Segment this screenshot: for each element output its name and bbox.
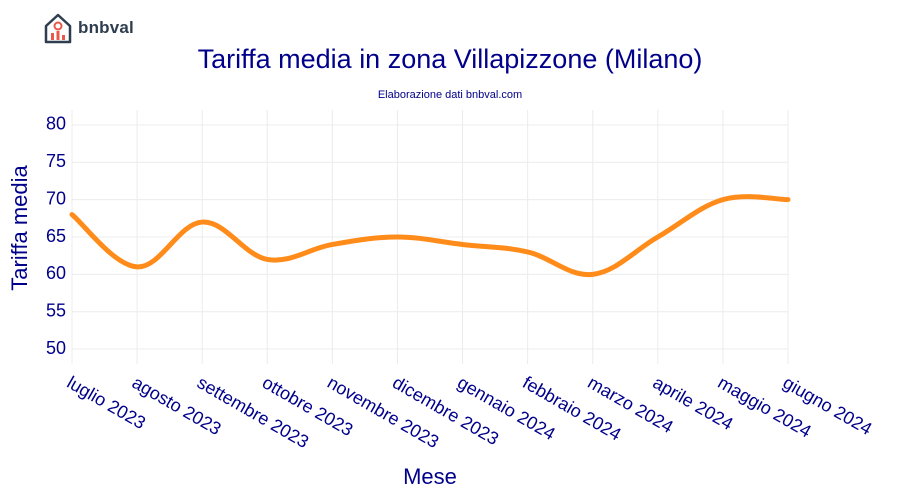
y-tick-label: 55 xyxy=(46,300,66,320)
y-tick-label: 80 xyxy=(46,114,66,134)
x-axis-title: Mese xyxy=(403,464,457,489)
y-tick-label: 50 xyxy=(46,338,66,358)
brand-logo: bnbval xyxy=(44,12,134,44)
y-tick-label: 65 xyxy=(46,226,66,246)
house-chart-icon xyxy=(44,13,72,44)
chart-title: Tariffa media in zona Villapizzone (Mila… xyxy=(197,44,703,74)
y-axis-title: Tariffa media xyxy=(7,164,32,290)
y-tick-label: 75 xyxy=(46,151,66,171)
y-axis-ticks: 50 55 60 65 70 75 80 xyxy=(46,114,66,358)
series-line xyxy=(69,194,791,277)
y-tick-label: 60 xyxy=(46,263,66,283)
x-tick-label: settembre 2023 xyxy=(194,372,312,452)
brand-name: bnbval xyxy=(78,18,134,37)
grid-lines xyxy=(71,110,789,364)
x-tick-label: novembre 2023 xyxy=(324,372,442,452)
chart-subtitle: Elaborazione dati bnbval.com xyxy=(377,89,523,101)
y-tick-label: 70 xyxy=(46,188,66,208)
